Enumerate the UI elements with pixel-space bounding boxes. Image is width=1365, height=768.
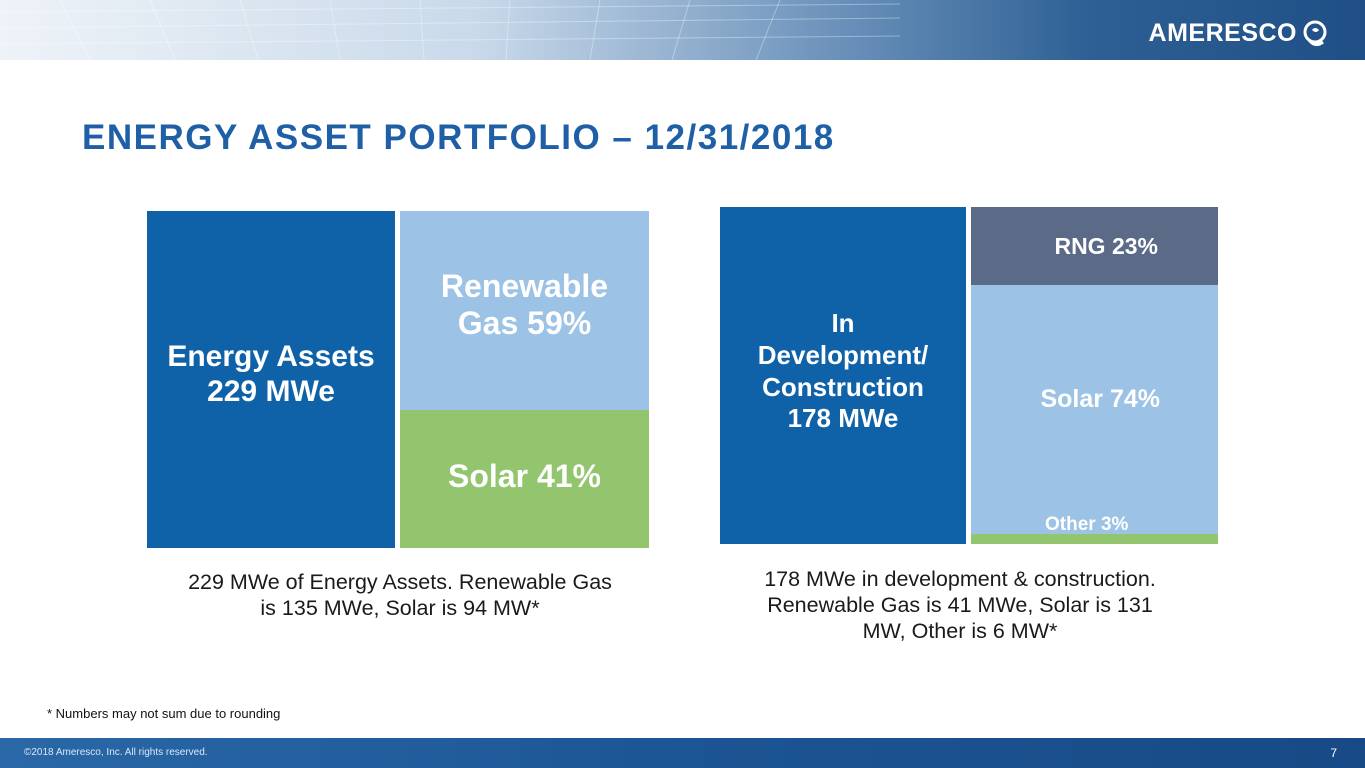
footer-band: ©2018 Ameresco, Inc. All rights reserved… — [0, 738, 1365, 768]
development-caption-line2: Renewable Gas is 41 MWe, Solar is 131 — [767, 592, 1153, 617]
development-total-line4: 178 MWe — [787, 403, 899, 434]
other-block — [971, 533, 1218, 544]
development-total-line2: Development/ — [757, 339, 929, 370]
page-title: ENERGY ASSET PORTFOLIO – 12/31/2018 — [82, 118, 835, 157]
dev-solar-label: Solar 74% — [1040, 384, 1160, 413]
header-band: AMERESCO — [0, 0, 1365, 60]
energy-assets-caption-line1: 229 MWe of Energy Assets. Renewable Gas — [188, 570, 612, 594]
development-total-label: In Development/ Construction 178 MWe — [758, 308, 929, 435]
development-total-line1: In — [831, 308, 855, 339]
ameresco-logo: AMERESCO — [1149, 16, 1329, 50]
energy-assets-total-line1: Energy Assets — [167, 339, 375, 373]
logo-text: AMERESCO — [1148, 18, 1297, 47]
renewable-gas-label: Renewable Gas 59% — [441, 268, 608, 342]
development-total-block: In Development/ Construction 178 MWe — [720, 207, 966, 544]
other-label: Other 3% — [1045, 514, 1129, 535]
footnote: * Numbers may not sum due to rounding — [47, 706, 281, 721]
renewable-gas-label-line2: Gas 59% — [457, 305, 592, 342]
energy-assets-total-label: Energy Assets 229 MWe — [167, 340, 374, 410]
ameresco-swirl-icon — [1303, 20, 1327, 47]
page-number: 7 — [1330, 746, 1337, 760]
footer-copyright: ©2018 Ameresco, Inc. All rights reserved… — [24, 747, 208, 758]
energy-assets-caption-line2: is 135 MWe, Solar is 94 MW* — [260, 595, 540, 620]
energy-assets-caption: 229 MWe of Energy Assets. Renewable Gas … — [120, 570, 680, 622]
rng-label: RNG 23% — [1054, 233, 1158, 259]
development-caption-line3: MW, Other is 6 MW* — [862, 618, 1058, 643]
development-caption: 178 MWe in development & construction. R… — [690, 567, 1230, 644]
development-caption-line1: 178 MWe in development & construction. — [764, 567, 1156, 591]
energy-assets-total-line2: 229 MWe — [207, 374, 335, 408]
renewable-gas-label-line1: Renewable — [440, 268, 609, 305]
energy-assets-total-block: Energy Assets 229 MWe — [147, 211, 395, 548]
dev-solar-block: Solar 74% — [971, 284, 1218, 534]
solar-label: Solar 41% — [448, 457, 601, 494]
development-total-line3: Construction — [762, 371, 924, 402]
solar-block: Solar 41% — [400, 409, 649, 548]
renewable-gas-block: Renewable Gas 59% — [400, 211, 649, 410]
rng-block: RNG 23% — [971, 207, 1218, 285]
header-grid-pattern — [0, 0, 901, 60]
